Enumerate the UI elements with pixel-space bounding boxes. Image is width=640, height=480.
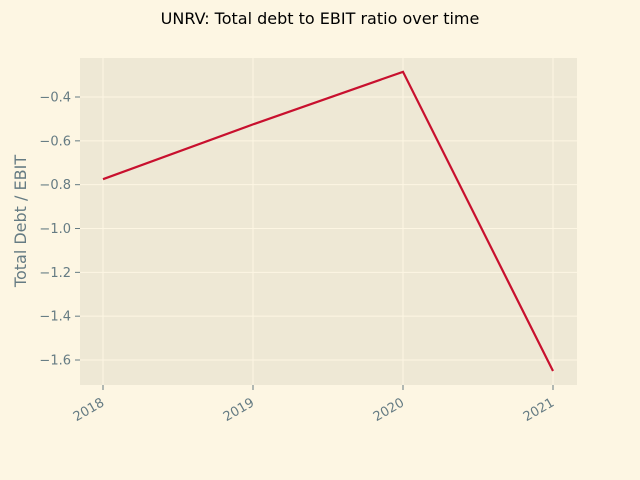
chart-title: UNRV: Total debt to EBIT ratio over time bbox=[161, 9, 480, 28]
series-group bbox=[102, 70, 554, 372]
grid bbox=[80, 58, 577, 385]
y-axis: −0.4 −0.6 −0.8 −1.0 −1.2 −1.4 −1.6 bbox=[39, 91, 80, 369]
y-tick-label: −1.4 bbox=[39, 310, 71, 325]
y-tick-label: −1.6 bbox=[39, 354, 71, 369]
y-tick-label: −1.0 bbox=[39, 222, 71, 237]
series-line bbox=[102, 70, 554, 372]
y-tick-label: −0.8 bbox=[39, 178, 71, 193]
y-axis-label: Total Debt / EBIT bbox=[11, 155, 30, 288]
y-tick-label: −1.2 bbox=[39, 266, 71, 281]
y-tick-label: −0.6 bbox=[39, 134, 71, 149]
plot-area bbox=[80, 58, 577, 385]
y-tick-label: −0.4 bbox=[39, 91, 71, 106]
